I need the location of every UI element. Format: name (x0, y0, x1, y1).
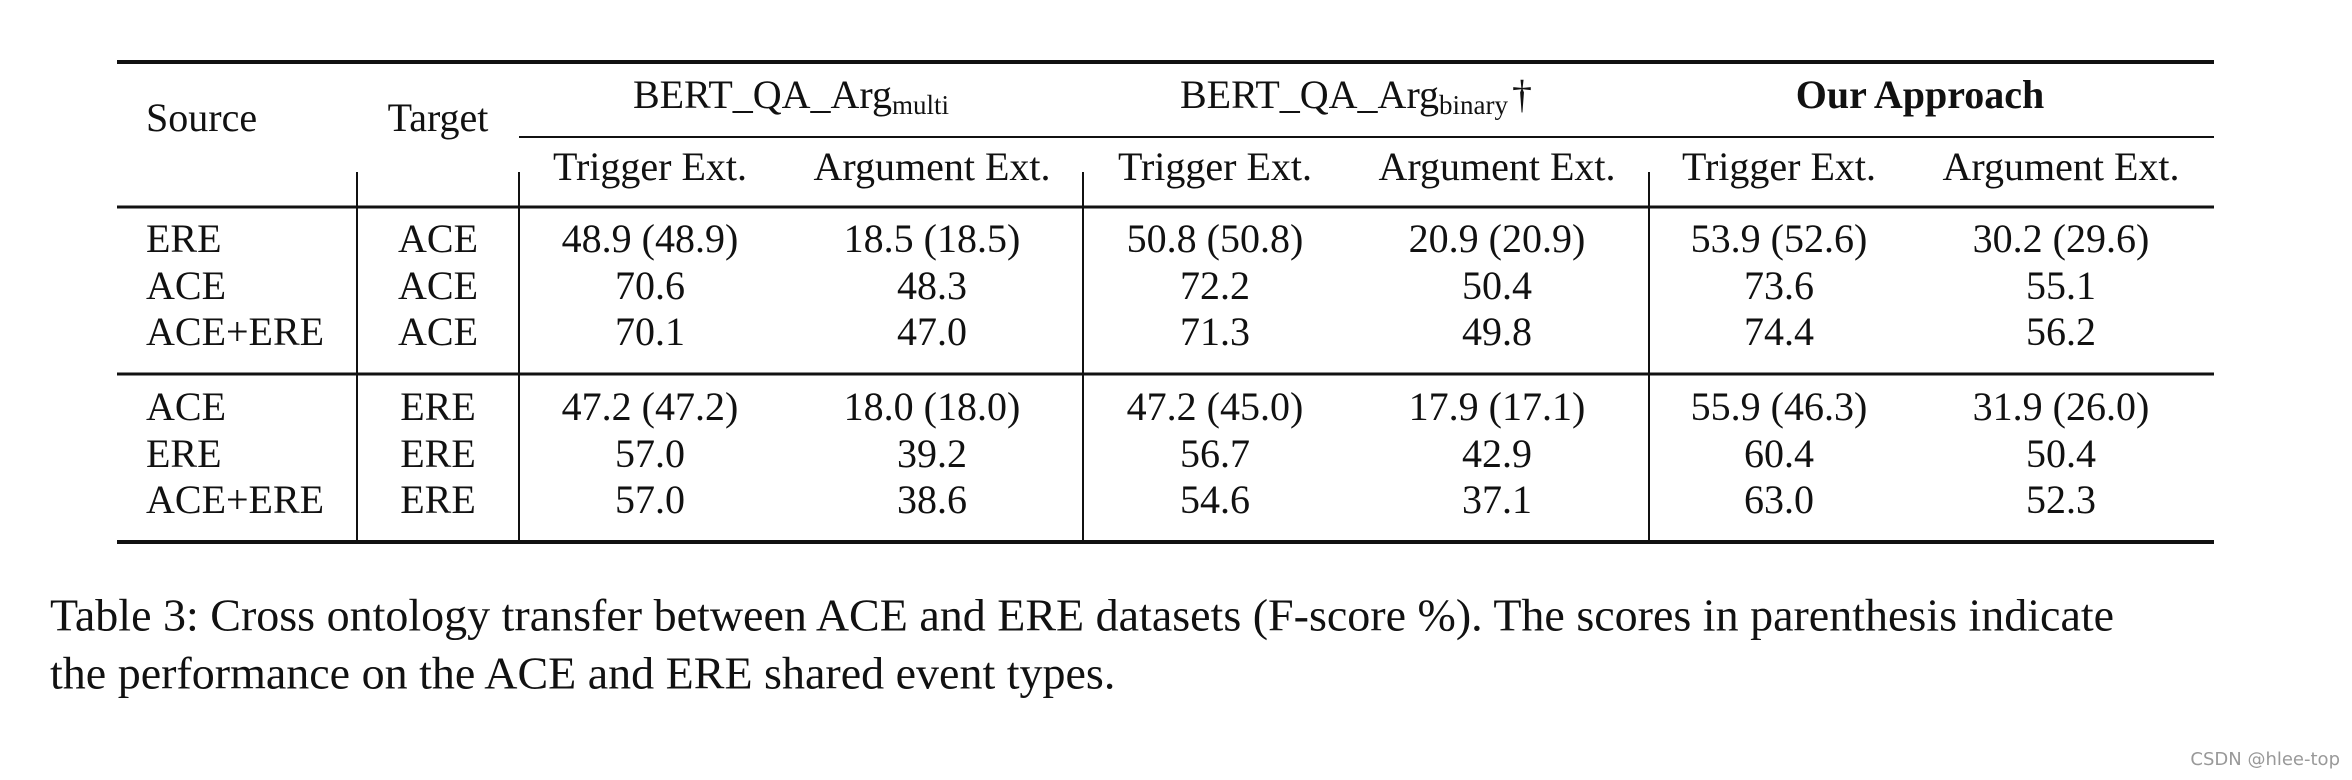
score-cell: 50.8 (50.8) (1127, 216, 1304, 261)
score-cell: 55.1 (2026, 263, 2096, 308)
column-header: Argument Ext. (1378, 144, 1615, 189)
score-cell: 47.2 (45.0) (1127, 384, 1304, 429)
score-cell: 70.6 (615, 263, 685, 308)
source-cell: ACE+ERE (146, 309, 324, 354)
group-name: Our Approach (1796, 72, 2045, 117)
score-cell: 52.3 (2026, 477, 2096, 522)
score-cell: 60.4 (1744, 431, 1814, 476)
target-cell: ACE (398, 309, 478, 354)
column-dividers (356, 172, 1650, 542)
score-cell: 56.7 (1180, 431, 1250, 476)
score-cell: 47.2 (47.2) (562, 384, 739, 429)
score-cell: 37.1 (1462, 477, 1532, 522)
score-cell: 18.0 (18.0) (844, 384, 1021, 429)
source-header: Source (146, 95, 257, 140)
source-cell: ERE (146, 431, 222, 476)
target-cell: ERE (400, 431, 476, 476)
score-cell: 50.4 (1462, 263, 1532, 308)
score-cell: 48.9 (48.9) (562, 216, 739, 261)
score-cell: 56.2 (2026, 309, 2096, 354)
score-cell: 73.6 (1744, 263, 1814, 308)
score-cell: 38.6 (897, 477, 967, 522)
column-header: Trigger Ext. (1682, 144, 1876, 189)
column-header: Argument Ext. (813, 144, 1050, 189)
score-cell: 70.1 (615, 309, 685, 354)
score-cell: 72.2 (1180, 263, 1250, 308)
score-cell: 18.5 (18.5) (844, 216, 1021, 261)
target-cell: ACE (398, 216, 478, 261)
score-cell: 71.3 (1180, 309, 1250, 354)
watermark: CSDN @hlee-top (2190, 749, 2340, 770)
score-cell: 47.0 (897, 309, 967, 354)
score-cell: 57.0 (615, 477, 685, 522)
score-cell: 54.6 (1180, 477, 1250, 522)
score-cell: 39.2 (897, 431, 967, 476)
score-cell: 55.9 (46.3) (1691, 384, 1868, 429)
source-cell: ERE (146, 216, 222, 261)
target-cell: ERE (400, 384, 476, 429)
group-header: BERT_QA_Argmulti (633, 72, 949, 120)
group-header: Our Approach (1796, 72, 2045, 117)
group-subscript: binary (1439, 90, 1508, 120)
score-cell: 42.9 (1462, 431, 1532, 476)
score-cell: 20.9 (20.9) (1409, 216, 1586, 261)
source-cell: ACE+ERE (146, 477, 324, 522)
score-cell: 50.4 (2026, 431, 2096, 476)
target-header: Target (388, 95, 489, 140)
score-cell: 63.0 (1744, 477, 1814, 522)
target-cell: ACE (398, 263, 478, 308)
group-name: BERT_QA_Arg (1180, 72, 1439, 117)
column-header: Trigger Ext. (1118, 144, 1312, 189)
score-cell: 30.2 (29.6) (1973, 216, 2150, 261)
score-cell: 31.9 (26.0) (1973, 384, 2150, 429)
score-cell: 57.0 (615, 431, 685, 476)
source-cell: ACE (146, 263, 226, 308)
score-cell: 53.9 (52.6) (1691, 216, 1868, 261)
target-cell: ERE (400, 477, 476, 522)
score-cell: 17.9 (17.1) (1409, 384, 1586, 429)
score-cell: 49.8 (1462, 309, 1532, 354)
group-name: BERT_QA_Arg (633, 72, 892, 117)
score-cell: 48.3 (897, 263, 967, 308)
caption-line: the performance on the ACE and ERE share… (50, 648, 1115, 699)
group-header: BERT_QA_Argbinary † (1180, 72, 1532, 120)
column-header: Trigger Ext. (553, 144, 747, 189)
group-subscript: multi (892, 90, 949, 120)
group-mark: † (1512, 72, 1532, 117)
source-cell: ACE (146, 384, 226, 429)
caption-line: Table 3: Cross ontology transfer between… (50, 590, 2114, 641)
score-cell: 74.4 (1744, 309, 1814, 354)
column-header: Argument Ext. (1942, 144, 2179, 189)
